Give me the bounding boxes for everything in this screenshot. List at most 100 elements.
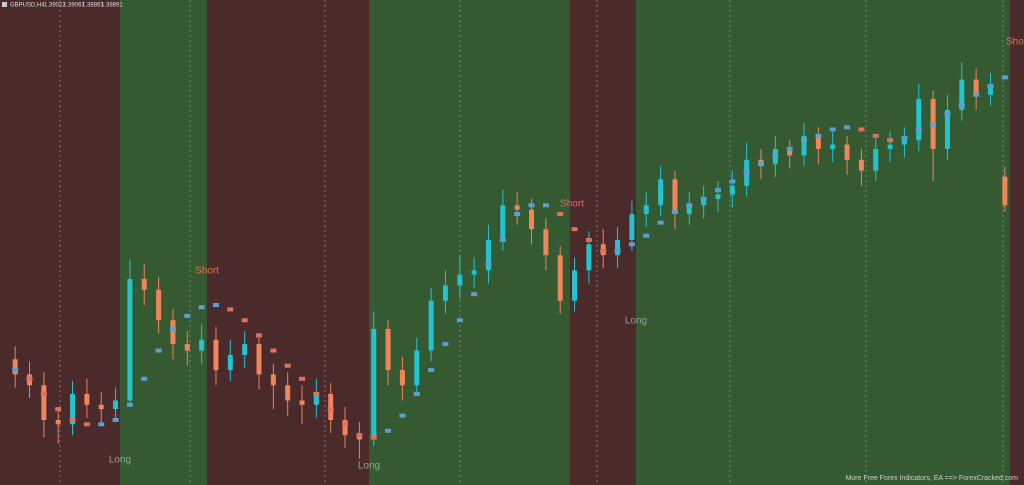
- plot: [12, 62, 1008, 459]
- candle-body: [399, 370, 405, 386]
- ma-point: [729, 179, 736, 184]
- candle-body: [815, 135, 821, 149]
- ma-point: [270, 348, 277, 353]
- bear-zone: [0, 0, 120, 485]
- candle-body: [41, 385, 47, 420]
- signal-label: Short: [195, 266, 219, 277]
- ma-point: [184, 313, 191, 318]
- ma-point: [98, 422, 105, 427]
- candle-body: [84, 393, 90, 405]
- candle-body: [184, 344, 190, 351]
- candle-body: [844, 144, 850, 160]
- ma-point: [155, 348, 162, 353]
- ma-point: [872, 133, 879, 138]
- grid: [59, 0, 1004, 485]
- candle-body: [70, 393, 76, 425]
- ma-point: [614, 248, 621, 253]
- ma-point: [399, 413, 406, 418]
- ma-point: [801, 138, 808, 143]
- candle-body: [500, 205, 506, 240]
- candle-body: [586, 244, 592, 271]
- ma-point: [643, 233, 650, 238]
- candle-body: [12, 359, 18, 375]
- header-high: 1.39067: [63, 3, 85, 9]
- ma-point: [456, 318, 463, 323]
- ma-point: [241, 318, 248, 323]
- ma-point: [499, 237, 506, 242]
- ma-point: [786, 146, 793, 151]
- candle-body: [514, 205, 520, 210]
- candle-body: [113, 400, 119, 410]
- ma-point: [514, 211, 521, 216]
- ma-point: [571, 227, 578, 232]
- ma-point: [55, 407, 62, 412]
- candle-body: [686, 205, 692, 214]
- ma-point: [844, 125, 851, 130]
- candle-body: [156, 289, 162, 321]
- ma-point: [428, 368, 435, 373]
- candle-body: [428, 300, 434, 351]
- ma-point: [299, 376, 306, 381]
- candle-body: [328, 393, 334, 420]
- candle-body: [356, 435, 362, 440]
- candle-body: [944, 109, 950, 149]
- candle-body: [701, 198, 707, 206]
- ma-point: [1001, 75, 1008, 80]
- ma-point: [829, 127, 836, 132]
- candle-body: [342, 419, 348, 436]
- ma-point: [772, 153, 779, 158]
- ma-point: [973, 92, 980, 97]
- candle-body: [371, 328, 377, 440]
- candle-body: [170, 320, 176, 345]
- signal-label: Short: [560, 199, 584, 210]
- signal-label: Long: [358, 461, 380, 472]
- candle-body: [1002, 176, 1008, 206]
- ma-point: [212, 303, 219, 308]
- ma-point: [413, 391, 420, 396]
- candle-body: [643, 205, 649, 214]
- ma-point: [12, 368, 19, 373]
- ma-point: [700, 196, 707, 201]
- header: GBPUSD,H4 1.39022 1.39067 1.38863 1.3889…: [2, 2, 123, 9]
- candle-body: [299, 400, 305, 405]
- ma-point: [227, 307, 234, 312]
- header-icon: [2, 2, 7, 7]
- candle-body: [901, 140, 907, 145]
- candle-body: [715, 194, 721, 199]
- candle-body: [916, 99, 922, 141]
- ma-point: [83, 422, 90, 427]
- ma-point: [901, 136, 908, 141]
- ma-point: [198, 305, 205, 310]
- ma-point: [385, 428, 392, 433]
- bear-zone: [1010, 0, 1024, 485]
- ma-point: [958, 103, 965, 108]
- ma-point: [327, 407, 334, 412]
- ma-point: [858, 127, 865, 132]
- ma-point: [930, 123, 937, 128]
- candle-body: [213, 339, 219, 371]
- candle-body: [572, 270, 578, 301]
- ma-point: [542, 203, 549, 208]
- ma-point: [944, 112, 951, 117]
- ma-point: [356, 433, 363, 438]
- ma-point: [141, 376, 148, 381]
- annotations: Long Short Long Short Long Short: [109, 37, 1024, 472]
- candle-body: [973, 79, 979, 95]
- ma-point: [256, 333, 262, 338]
- ma-point: [26, 376, 33, 381]
- candle-body: [485, 239, 491, 271]
- candle-body: [672, 179, 678, 214]
- candle-body: [385, 328, 391, 371]
- candle-body: [959, 79, 965, 110]
- header-low: 1.38863: [82, 3, 104, 9]
- candle-body: [199, 339, 205, 351]
- ma-point: [628, 242, 635, 247]
- candle-body: [98, 404, 104, 410]
- candle-body: [442, 285, 448, 301]
- ma-point: [887, 138, 894, 143]
- header-open: 1.39022: [44, 3, 66, 9]
- ma-point: [485, 261, 492, 266]
- header-symbol: GBPUSD,H4: [10, 3, 45, 9]
